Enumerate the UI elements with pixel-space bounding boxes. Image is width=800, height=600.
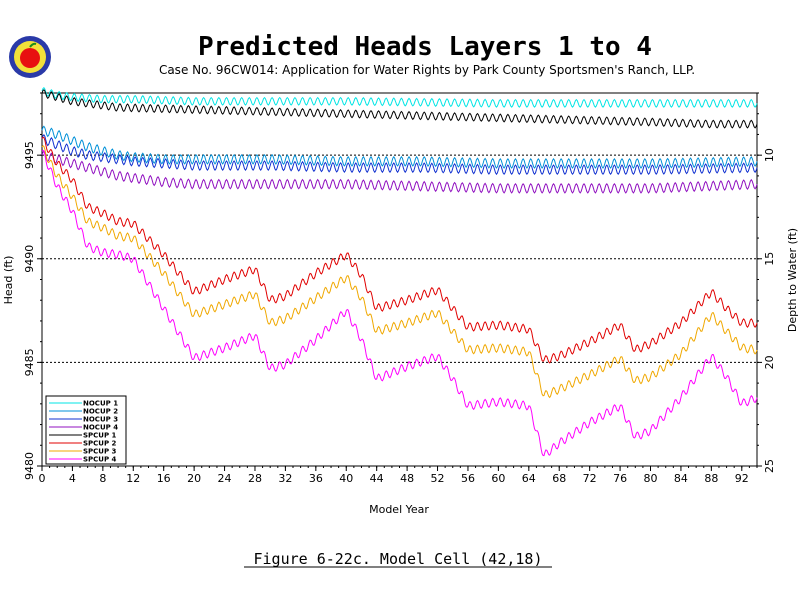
y2-tick-label-1: 20 <box>763 355 776 369</box>
x-tick-label-19: 76 <box>613 472 627 485</box>
x-tick-label-21: 84 <box>674 472 688 485</box>
x-tick-label-5: 20 <box>187 472 201 485</box>
series-line-nocup-3 <box>41 133 758 176</box>
series-line-spcup-4 <box>41 149 758 457</box>
legend-label-spcup-4: SPCUP 4 <box>83 456 117 464</box>
x-tick-label-15: 60 <box>491 472 505 485</box>
chart-subtitle: Case No. 96CW014: Application for Water … <box>159 63 695 77</box>
county-seal-logo <box>9 36 51 78</box>
legend-label-nocup-2: NOCUP 2 <box>83 408 118 416</box>
series-line-nocup-4 <box>41 150 758 194</box>
series-line-spcup-2 <box>41 136 758 364</box>
y-tick-label-2: 9490 <box>23 245 36 273</box>
x-tick-label-6: 24 <box>218 472 232 485</box>
series-line-nocup-1 <box>41 86 758 108</box>
x-tick-label-0: 0 <box>39 472 46 485</box>
plot-frame <box>41 92 758 467</box>
legend-label-nocup-3: NOCUP 3 <box>83 416 118 424</box>
legend-label-nocup-4: NOCUP 4 <box>83 424 118 432</box>
y2-tick-label-2: 15 <box>763 252 776 266</box>
x-axis-label: Model Year <box>369 503 429 516</box>
y2-tick-label-3: 10 <box>763 148 776 162</box>
y2-tick-label-0: 25 <box>763 459 776 473</box>
x-tick-label-4: 16 <box>157 472 171 485</box>
x-tick-label-9: 36 <box>309 472 323 485</box>
x-tick-label-8: 32 <box>278 472 292 485</box>
x-tick-label-14: 56 <box>461 472 475 485</box>
y-tick-label-0: 9480 <box>23 452 36 480</box>
x-tick-label-13: 52 <box>431 472 445 485</box>
y2-axis-label: Depth to Water (ft) <box>786 228 799 332</box>
legend-box <box>45 395 127 465</box>
x-tick-label-12: 48 <box>400 472 414 485</box>
x-tick-label-17: 68 <box>552 472 566 485</box>
y-tick-label-3: 9495 <box>23 141 36 169</box>
x-tick-label-10: 40 <box>339 472 353 485</box>
legend-label-spcup-3: SPCUP 3 <box>83 448 117 456</box>
x-tick-label-3: 12 <box>126 472 140 485</box>
legend-label-spcup-1: SPCUP 1 <box>83 432 117 440</box>
x-tick-label-16: 64 <box>522 472 536 485</box>
series-line-nocup-2 <box>41 125 758 169</box>
x-tick-label-18: 72 <box>583 472 597 485</box>
x-tick-label-20: 80 <box>644 472 658 485</box>
x-tick-label-22: 88 <box>704 472 718 485</box>
legend-label-spcup-2: SPCUP 2 <box>83 440 117 448</box>
plot-area: 0 4 8 12 16 20 24 28 32 36 40 44 48 52 56 60 64 68 72 76 80 8… <box>23 86 776 485</box>
figure-caption: Figure 6-22c. Model Cell (42,18) <box>254 550 543 568</box>
legend-label-nocup-1: NOCUP 1 <box>83 400 118 408</box>
series-line-spcup-3 <box>41 145 758 399</box>
x-tick-label-7: 28 <box>248 472 262 485</box>
chart-title: Predicted Heads Layers 1 to 4 <box>198 32 652 62</box>
y-tick-label-1: 9485 <box>23 348 36 376</box>
x-tick-label-23: 92 <box>735 472 749 485</box>
x-tick-label-11: 44 <box>370 472 384 485</box>
x-tick-label-1: 4 <box>69 472 76 485</box>
y-axis-label: Head (ft) <box>2 256 15 305</box>
x-tick-label-2: 8 <box>99 472 106 485</box>
series-line-spcup-1 <box>41 89 758 129</box>
